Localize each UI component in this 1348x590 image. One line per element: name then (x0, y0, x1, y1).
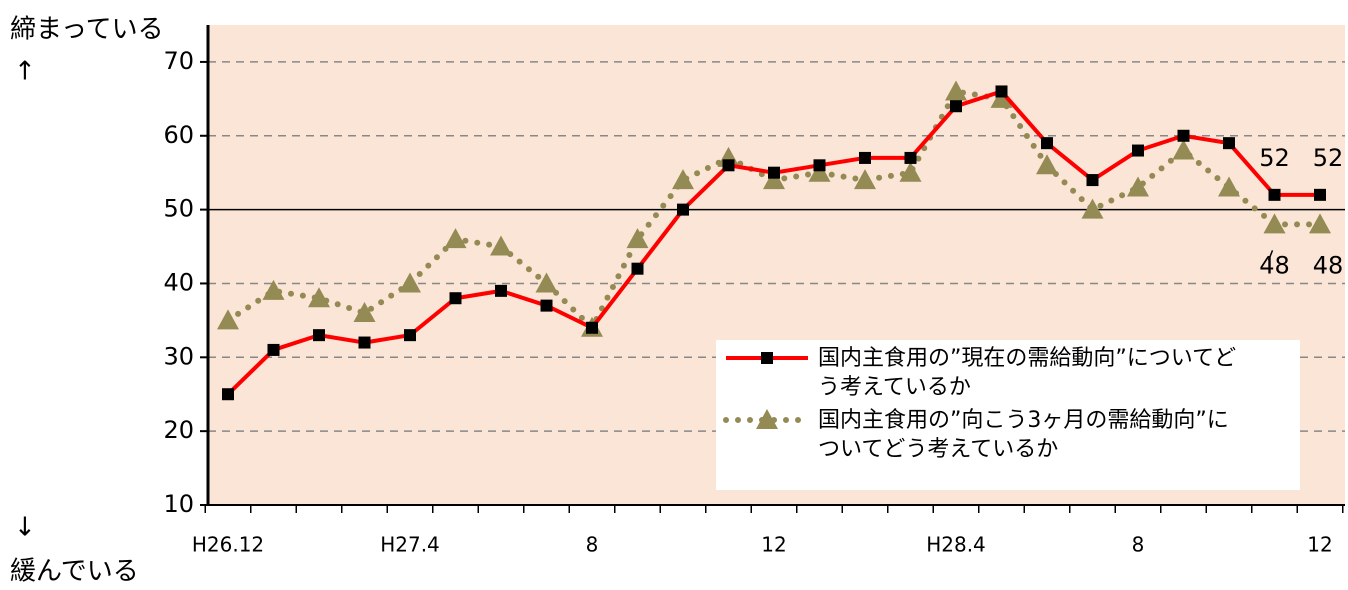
point (854, 169, 876, 190)
y-tick-label: 20 (163, 416, 194, 444)
y-tick-label: 70 (163, 47, 194, 75)
point (1041, 137, 1053, 150)
legend-item: 国内主食用の”現在の需給動向”についてどう考えているか (716, 344, 1238, 402)
x-tick-label: 8 (1132, 533, 1145, 557)
point (626, 228, 649, 249)
point (722, 159, 735, 172)
point (404, 329, 416, 342)
y-tick-label: 10 (163, 490, 194, 518)
point (904, 151, 917, 164)
point (308, 287, 330, 308)
x-tick-label: 8 (586, 533, 599, 557)
data-label: 48 (1313, 251, 1344, 279)
point (1177, 129, 1190, 142)
point (677, 203, 689, 216)
point (1263, 213, 1286, 234)
point (222, 388, 234, 401)
point (267, 343, 280, 356)
point (1309, 213, 1331, 234)
point (1127, 176, 1149, 197)
point (1036, 154, 1058, 175)
x-tick-label: H28.4 (926, 533, 986, 557)
y-tick-label: 60 (163, 121, 194, 149)
point (358, 336, 371, 349)
point (1223, 137, 1235, 150)
x-tick-label: 12 (1307, 533, 1332, 557)
point (1081, 198, 1104, 219)
legend-icon (726, 352, 808, 364)
point (1218, 176, 1240, 197)
x-tick-label: 12 (761, 533, 786, 557)
point (1086, 174, 1099, 187)
point (768, 166, 780, 179)
point (262, 279, 285, 300)
point (859, 151, 871, 164)
bottom-label: 緩んでいる (10, 557, 139, 587)
point (950, 100, 962, 113)
point (586, 321, 598, 334)
point (763, 169, 785, 190)
top-label: 締まっている (10, 15, 164, 45)
point (490, 235, 512, 256)
legend: 国内主食用の”現在の需給動向”についてどう考えているか 国内主食用の”向こう3ヶ月… (716, 340, 1300, 490)
x-tick-label: H26.12 (192, 533, 264, 557)
y-tick-label: 40 (163, 268, 194, 296)
legend-label: 国内主食用の”向こう3ヶ月の需給動向”についてどう考えているか (818, 408, 1229, 462)
data-label: 48 (1259, 251, 1290, 279)
point (1132, 144, 1144, 157)
point (1314, 188, 1326, 201)
point (495, 284, 507, 297)
point (449, 292, 462, 305)
point (444, 228, 467, 249)
point (399, 272, 421, 293)
bottom-arrow: ↓ (14, 513, 36, 543)
point (1268, 188, 1281, 201)
point (353, 302, 376, 322)
legend-icon (723, 409, 811, 429)
legend-item: 国内主食用の”向こう3ヶ月の需給動向”についてどう考えているか (716, 406, 1238, 464)
data-label: 52 (1259, 144, 1290, 172)
y-tick-label: 50 (163, 195, 194, 223)
point (217, 309, 239, 330)
point (1172, 139, 1195, 160)
leader-line (1267, 250, 1274, 261)
point (813, 159, 826, 172)
point (995, 85, 1008, 98)
point (535, 272, 558, 293)
point (990, 87, 1013, 108)
legend-label: 国内主食用の”現在の需給動向”についてどう考えているか (818, 346, 1237, 400)
legend-marker (761, 352, 773, 364)
legend-marker (756, 409, 778, 429)
point (945, 80, 967, 101)
y-tick-label: 30 (163, 342, 194, 370)
point (808, 161, 831, 182)
point (672, 169, 694, 190)
point (899, 161, 922, 182)
point (313, 329, 325, 342)
point (540, 299, 553, 312)
point (631, 262, 644, 275)
data-label: 52 (1313, 144, 1344, 172)
top-arrow: ↑ (14, 57, 36, 87)
x-tick-label: H27.4 (380, 533, 440, 557)
